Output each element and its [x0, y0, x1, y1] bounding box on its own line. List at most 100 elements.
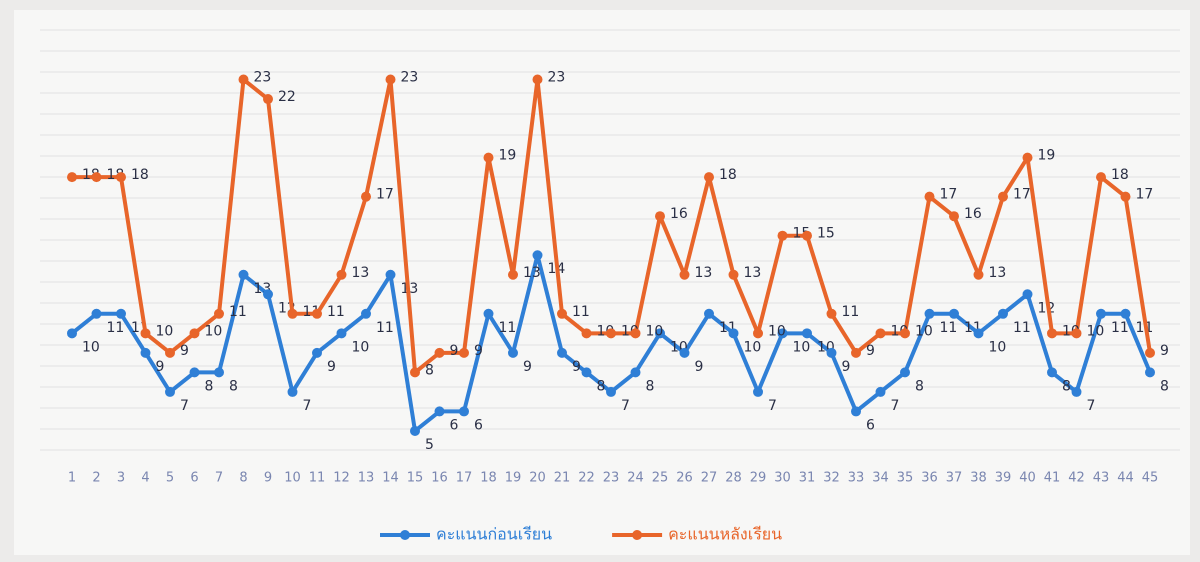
data-label: 8	[597, 378, 606, 394]
data-label: 11	[327, 304, 345, 320]
x-tick-label: 1	[68, 471, 76, 486]
data-point	[533, 250, 543, 260]
data-point	[484, 153, 494, 163]
data-label: 10	[156, 323, 174, 339]
data-point	[1096, 309, 1106, 319]
x-tick-label: 2	[92, 471, 100, 486]
data-point	[239, 75, 249, 85]
x-tick-label: 33	[848, 471, 865, 486]
data-label: 9	[327, 359, 336, 375]
data-point	[410, 426, 420, 436]
data-point	[606, 328, 616, 338]
data-label: 9	[1160, 343, 1169, 359]
x-tick-label: 16	[431, 471, 448, 486]
data-point	[704, 172, 714, 182]
data-point	[386, 75, 396, 85]
data-point	[141, 328, 151, 338]
data-label: 7	[621, 398, 630, 414]
x-tick-label: 12	[333, 471, 350, 486]
data-label: 9	[523, 359, 532, 375]
legend-marker	[400, 530, 410, 540]
data-label: 8	[205, 378, 214, 394]
data-point	[1072, 328, 1082, 338]
x-tick-label: 29	[750, 471, 767, 486]
data-label: 19	[499, 148, 517, 164]
data-point	[165, 348, 175, 358]
data-label: 9	[156, 359, 165, 375]
data-label: 18	[1111, 167, 1129, 183]
x-tick-label: 20	[529, 471, 546, 486]
data-label: 10	[205, 323, 223, 339]
data-point	[67, 172, 77, 182]
x-tick-label: 26	[676, 471, 693, 486]
x-tick-label: 35	[897, 471, 914, 486]
data-point	[876, 387, 886, 397]
data-label: 11	[1013, 320, 1031, 336]
x-tick-label: 14	[382, 471, 399, 486]
data-label: 8	[646, 378, 655, 394]
x-tick-label: 41	[1044, 471, 1061, 486]
x-tick-label: 3	[117, 471, 125, 486]
data-point	[1047, 328, 1057, 338]
data-label: 11	[940, 320, 958, 336]
data-point	[729, 270, 739, 280]
data-point	[827, 309, 837, 319]
data-label: 17	[940, 187, 958, 203]
data-point	[827, 348, 837, 358]
data-label: 10	[646, 323, 664, 339]
data-point	[1121, 192, 1131, 202]
data-label: 17	[1136, 187, 1154, 203]
x-tick-label: 43	[1093, 471, 1110, 486]
data-label: 8	[425, 362, 434, 378]
data-label: 11	[107, 320, 125, 336]
data-point	[435, 406, 445, 416]
data-point	[239, 270, 249, 280]
data-point	[998, 192, 1008, 202]
data-point	[876, 328, 886, 338]
data-point	[998, 309, 1008, 319]
data-point	[141, 348, 151, 358]
data-label: 9	[695, 359, 704, 375]
data-point	[165, 387, 175, 397]
data-point	[557, 309, 567, 319]
data-label: 6	[866, 417, 875, 433]
x-tick-label: 9	[264, 471, 272, 486]
data-label: 9	[474, 343, 483, 359]
data-point	[925, 309, 935, 319]
data-point	[582, 367, 592, 377]
x-tick-label: 4	[141, 471, 149, 486]
data-point	[337, 270, 347, 280]
data-point	[92, 172, 102, 182]
data-point	[288, 309, 298, 319]
data-label: 7	[180, 398, 189, 414]
data-point	[263, 94, 273, 104]
data-point	[1072, 387, 1082, 397]
data-point	[1145, 348, 1155, 358]
data-point	[631, 367, 641, 377]
data-label: 18	[719, 167, 737, 183]
data-point	[508, 270, 518, 280]
data-point	[1121, 309, 1131, 319]
x-tick-label: 42	[1068, 471, 1085, 486]
data-point	[116, 309, 126, 319]
data-point	[435, 348, 445, 358]
data-point	[484, 309, 494, 319]
data-point	[655, 211, 665, 221]
chart: 1234567891011121314151617181920212223242…	[0, 0, 1200, 562]
data-label: 11	[842, 304, 860, 320]
data-label: 10	[915, 323, 933, 339]
data-point	[1096, 172, 1106, 182]
x-tick-label: 25	[652, 471, 669, 486]
data-label: 8	[1160, 378, 1169, 394]
legend-label: คะแนนก่อนเรียน	[436, 525, 552, 544]
data-label: 11	[572, 304, 590, 320]
data-label: 16	[670, 206, 688, 222]
x-tick-label: 24	[627, 471, 644, 486]
data-label: 13	[523, 265, 541, 281]
data-label: 22	[278, 89, 296, 105]
x-tick-label: 34	[872, 471, 889, 486]
data-label: 10	[793, 339, 811, 355]
x-tick-label: 10	[284, 471, 301, 486]
data-label: 15	[817, 226, 835, 242]
x-tick-label: 36	[921, 471, 938, 486]
